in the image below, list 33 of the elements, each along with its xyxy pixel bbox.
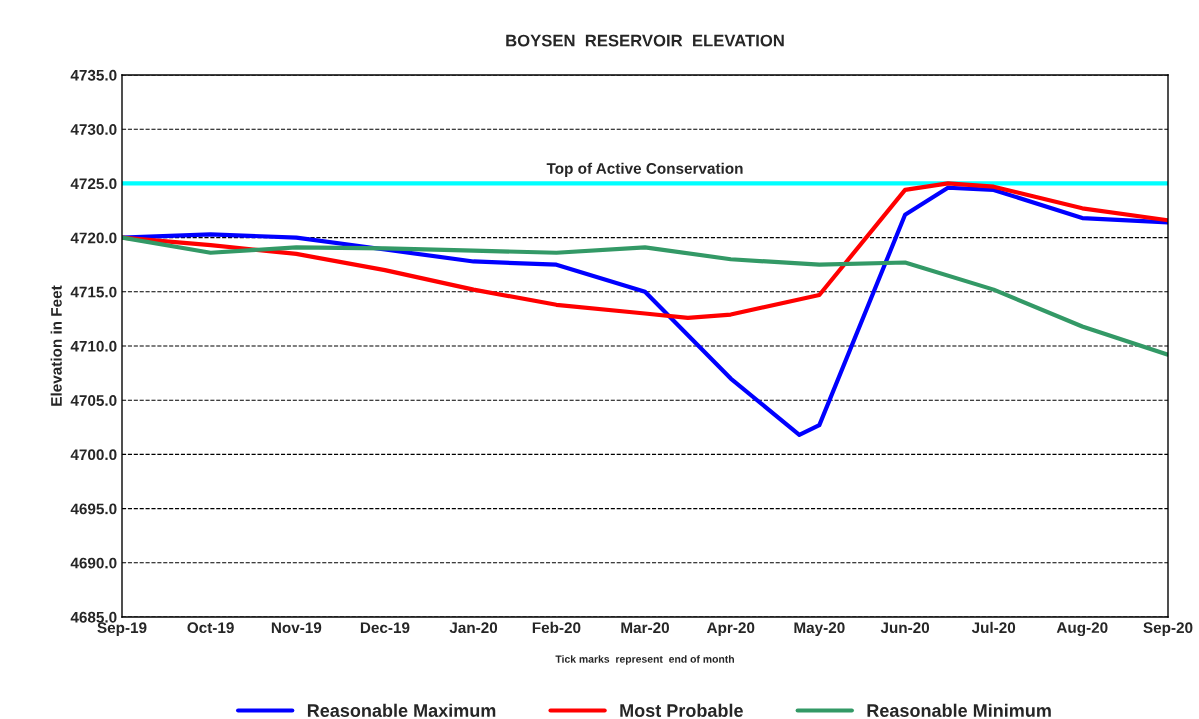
y-tick-label: 4700.0: [70, 449, 117, 461]
y-tick-label: 4705.0: [70, 395, 117, 406]
x-tick-label: Dec-19: [360, 622, 410, 634]
x-tick-label: Jan-20: [449, 622, 498, 634]
y-tick-label: 4730.0: [70, 124, 117, 135]
x-tick-label: Oct-19: [187, 622, 234, 634]
line-series: [122, 235, 1168, 357]
y-tick-label: 4685.0: [70, 611, 117, 623]
x-tick-label: Feb-20: [532, 621, 581, 634]
text: Tick marks represent end of month: [555, 655, 734, 665]
y-tick-label: 4690.0: [70, 557, 117, 569]
y-tick-label: 4710.0: [70, 340, 117, 352]
chart-title: BOYSEN RESERVOIR ELEVATION: [506, 34, 784, 47]
legend-label: Reasonable Maximum: [307, 703, 496, 717]
x-tick-label: Jun-20: [880, 622, 930, 634]
x-tick-label: Aug-20: [1056, 622, 1108, 637]
x-tick-label: Sep-19: [97, 622, 147, 637]
x-tick-label: Apr-20: [706, 622, 755, 637]
y-tick-label: 4715.0: [70, 286, 117, 298]
y-tick-label: 4735.0: [70, 69, 117, 81]
y-tick-label: 4725.0: [70, 178, 117, 190]
ref-line-label: Top of Active Conservation: [546, 162, 743, 177]
x-tick-label: Nov-19: [271, 622, 322, 634]
y-axis-title: Elevation in Feet: [50, 285, 62, 406]
legend-label: Most Probable: [620, 703, 743, 717]
x-tick-label: Sep-20: [1143, 622, 1193, 637]
x-tick-label: Mar-20: [621, 622, 669, 634]
x-tick-label: May-20: [794, 622, 845, 637]
legend-label: Reasonable Minimum: [867, 703, 1051, 717]
x-tick-label: Jul-20: [971, 621, 1016, 634]
y-tick-label: 4695.0: [70, 503, 117, 515]
y-tick-label: 4720.0: [70, 232, 117, 244]
line-series: [122, 185, 1168, 437]
